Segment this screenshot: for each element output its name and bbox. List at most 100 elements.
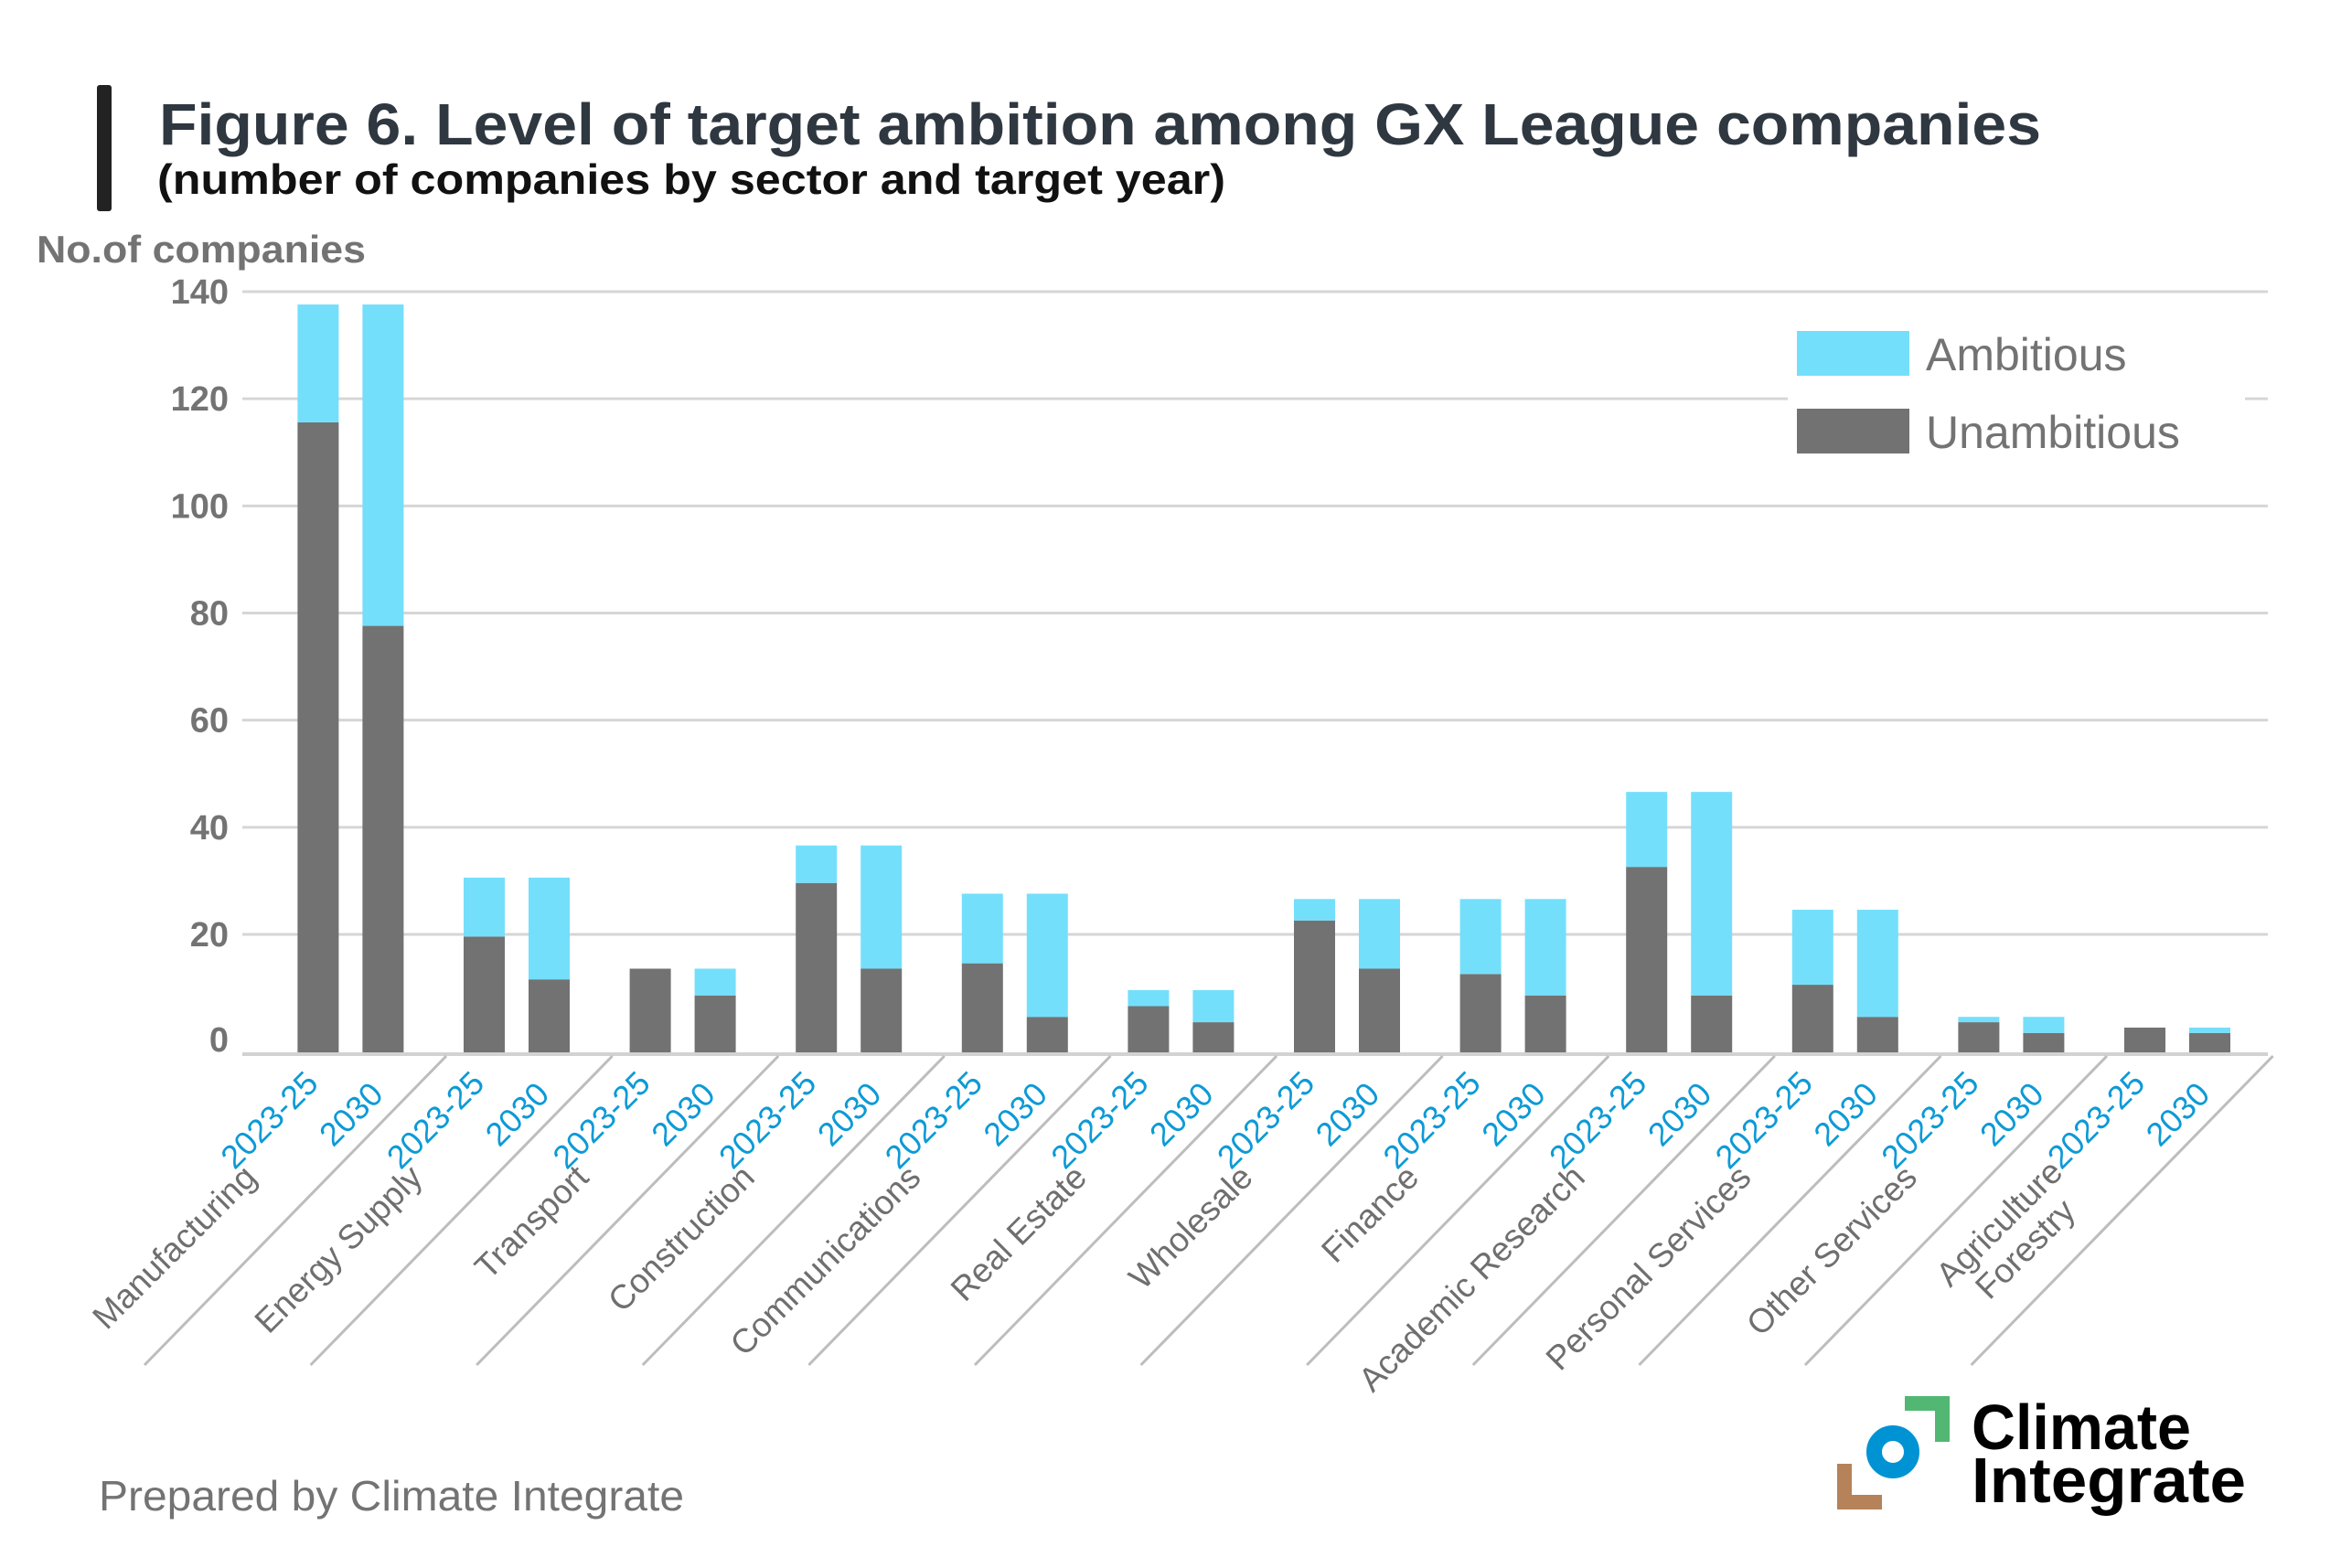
x-tick-year-label: 2023-25: [1708, 1064, 1820, 1176]
category-separator: [1638, 1054, 1942, 1367]
bar-ambitious: [1524, 899, 1566, 996]
category-separator: [641, 1054, 946, 1367]
x-tick-year-label: 2030: [644, 1075, 722, 1154]
sector-label-line: Finance: [1314, 1158, 1426, 1270]
category-separator: [1306, 1054, 1610, 1367]
bar-unambitious: [1791, 985, 1833, 1054]
x-tick-year-label: 2030: [478, 1075, 557, 1154]
climate-integrate-logo: Climate Integrate: [1837, 1392, 2246, 1516]
x-tick-year-label: 2023-25: [711, 1064, 823, 1176]
x-tick-year-label: 2023-25: [379, 1064, 491, 1176]
bar-ambitious: [2023, 1017, 2065, 1033]
y-tick-label: 20: [190, 916, 229, 955]
bar-ambitious: [694, 968, 736, 996]
logo-blue-ring-icon: [1866, 1425, 1919, 1478]
category-separator: [973, 1054, 1278, 1367]
bar-unambitious: [1128, 1006, 1170, 1054]
x-tick-sector-label: Construction: [601, 1158, 762, 1319]
x-tick-year-label: 2023-25: [545, 1064, 657, 1176]
bar-unambitious: [1626, 867, 1668, 1054]
bar-unambitious: [796, 882, 838, 1054]
bar-unambitious: [961, 963, 1003, 1054]
bar-unambitious: [694, 995, 736, 1054]
x-tick-sector-label: Finance: [1314, 1158, 1426, 1270]
bar-unambitious: [297, 421, 339, 1054]
category-separator: [807, 1054, 1112, 1367]
bars: [297, 304, 2230, 1054]
y-axis-title: No.of companies: [37, 228, 366, 271]
bar-unambitious: [1524, 995, 1566, 1054]
bar-unambitious: [2189, 1032, 2230, 1054]
bar-ambitious: [1856, 910, 1898, 1018]
x-tick-sector-label: Wholesale: [1122, 1158, 1260, 1296]
chart-title: Figure 6. Level of target ambition among…: [159, 91, 2041, 157]
sector-label-line: Wholesale: [1122, 1158, 1260, 1296]
y-tick-labels: 0 20 40 60 80 100 120 140: [171, 273, 229, 1060]
bar-ambitious: [796, 845, 838, 883]
x-tick-sector-label: Transport: [467, 1157, 595, 1285]
footer-credit: Prepared by Climate Integrate: [99, 1472, 684, 1520]
bar-ambitious: [1791, 910, 1833, 986]
y-tick-label: 40: [190, 809, 229, 848]
x-tick-year-label: 2023-25: [1210, 1064, 1321, 1176]
bar-ambitious: [1958, 1017, 2000, 1023]
x-tick-year-label: 2030: [2139, 1075, 2218, 1154]
x-tick-year-label: 2030: [1972, 1075, 2051, 1154]
bar-unambitious: [1459, 974, 1502, 1054]
bar-unambitious: [529, 979, 570, 1054]
bar-ambitious: [1026, 893, 1068, 1018]
category-separators: [143, 1054, 2274, 1367]
bar-ambitious: [1626, 792, 1668, 868]
category-separator: [1139, 1054, 1444, 1367]
y-tick-label: 100: [171, 487, 229, 526]
y-tick-label: 140: [171, 273, 229, 312]
bar-ambitious: [1294, 899, 1335, 921]
bar-ambitious: [297, 304, 339, 422]
bar-ambitious: [1691, 792, 1733, 996]
x-tick-year-label: 2030: [976, 1075, 1054, 1154]
bar-ambitious: [961, 893, 1003, 964]
x-tick-year-label: 2030: [1806, 1075, 1885, 1154]
bar-ambitious: [529, 877, 570, 980]
legend-swatch-ambitious: [1797, 331, 1909, 376]
logo-green-corner-icon: [1905, 1396, 1950, 1442]
category-separator: [1471, 1054, 1776, 1367]
bar-ambitious: [1359, 899, 1400, 969]
legend-label-unambitious: Unambitious: [1926, 407, 2180, 458]
sector-label-line: Other Services: [1739, 1158, 1924, 1343]
bar-unambitious: [1294, 920, 1335, 1054]
bar-unambitious: [1958, 1022, 2000, 1054]
logo-text-climate: Climate: [1972, 1392, 2191, 1463]
x-tick-year-label: 2023-25: [878, 1064, 989, 1176]
y-tick-label: 0: [209, 1021, 229, 1060]
x-tick-sector-label: Energy Supply: [247, 1157, 430, 1340]
category-separator: [476, 1054, 780, 1367]
legend: Ambitious Unambitious: [1788, 322, 2245, 468]
sector-label-line: Transport: [467, 1157, 595, 1285]
x-tick-year-label: 2023-25: [1375, 1064, 1487, 1176]
x-tick-year-label: 2023-25: [1542, 1064, 1653, 1176]
bar-unambitious: [2023, 1032, 2065, 1054]
title-accent-bar: [97, 85, 112, 211]
chart-subtitle: (number of companies by sector and targe…: [157, 155, 1225, 203]
sector-label-line: Energy Supply: [247, 1157, 430, 1340]
logo-brown-corner-icon: [1837, 1464, 1882, 1509]
sector-label-line: Manufacturing: [85, 1158, 263, 1337]
bar-ambitious: [1128, 989, 1170, 1007]
x-tick-sector-label: Real Estate: [944, 1158, 1094, 1308]
bar-ambitious: [1459, 899, 1502, 975]
bar-unambitious: [1026, 1017, 1068, 1054]
x-tick-year-label: 2030: [810, 1075, 889, 1154]
sector-label-line: Construction: [601, 1158, 762, 1319]
y-tick-label: 120: [171, 380, 229, 419]
bar-unambitious: [1691, 995, 1733, 1054]
logo-text-integrate: Integrate: [1972, 1445, 2246, 1516]
x-tick-sector-label: AgricultureForestry: [1929, 1153, 2095, 1319]
x-axis-labels: 2023-252030Manufacturing2023-252030Energ…: [85, 1064, 2217, 1399]
bar-ambitious: [464, 877, 505, 937]
gridlines: [242, 290, 2268, 936]
bar-unambitious: [464, 936, 505, 1054]
bar-unambitious: [1192, 1022, 1235, 1054]
sector-label-line: Real Estate: [944, 1158, 1094, 1308]
